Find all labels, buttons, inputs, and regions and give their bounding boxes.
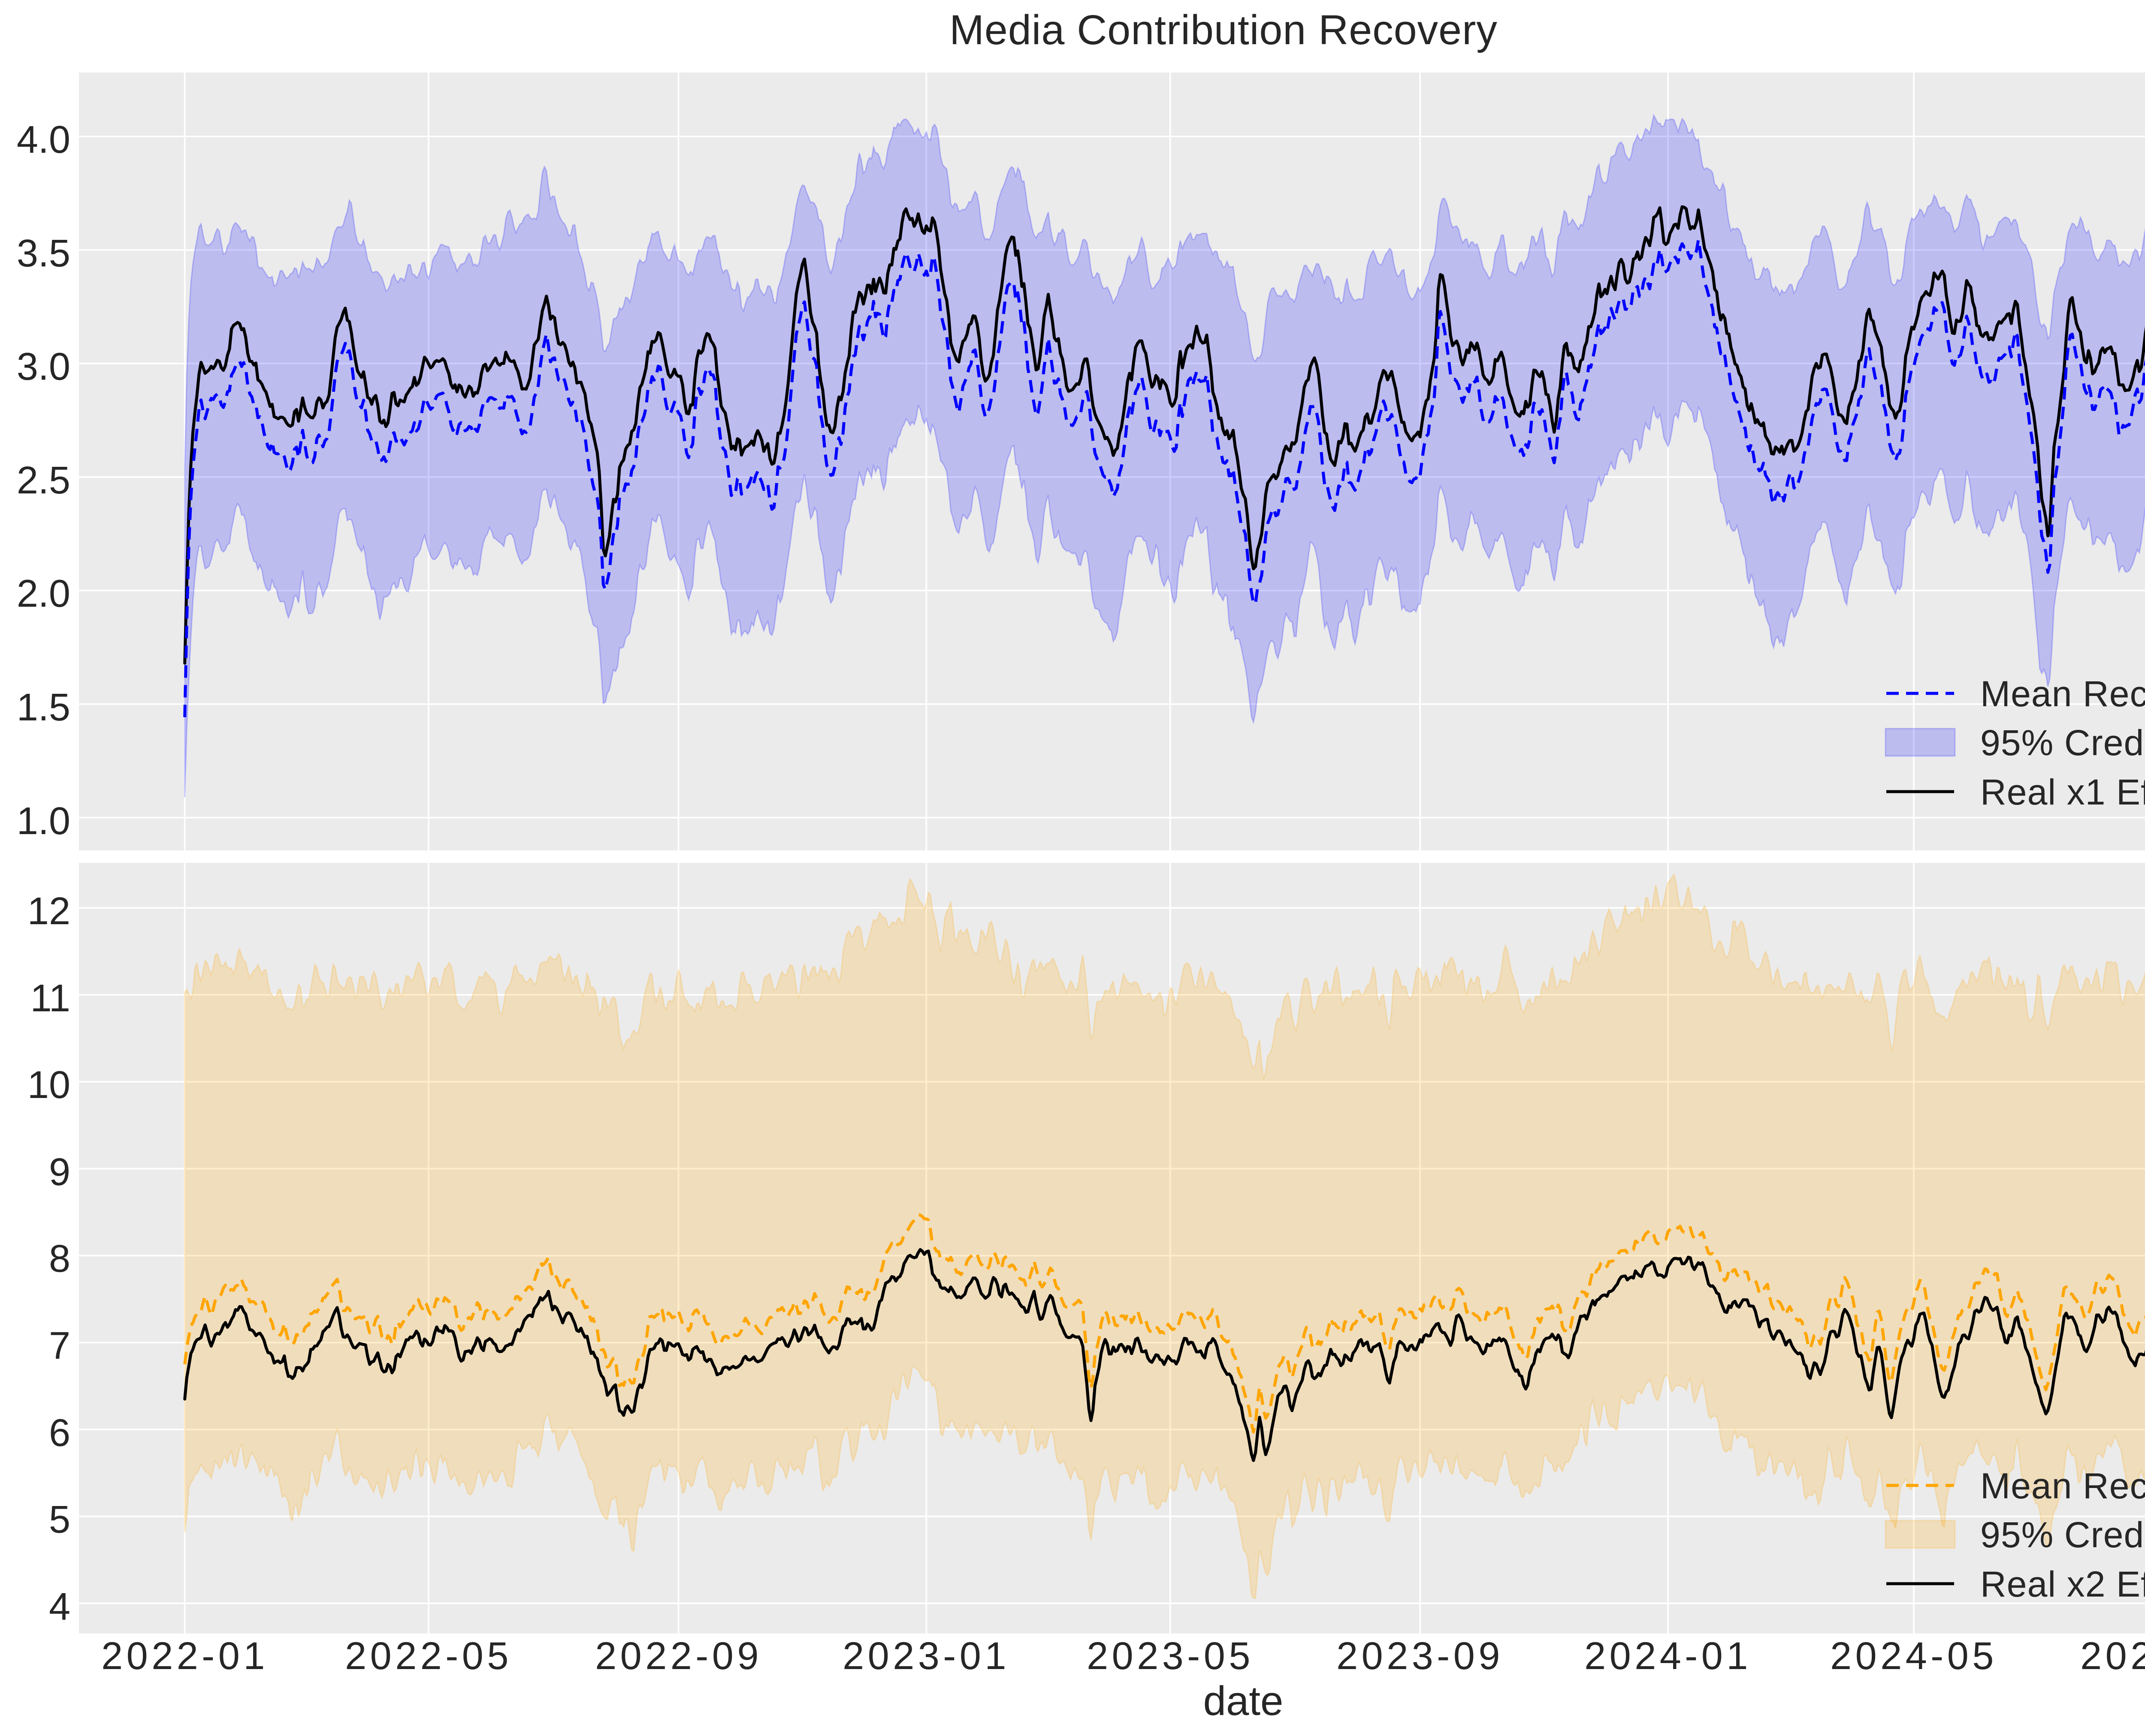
svg-text:4: 4 — [49, 1585, 70, 1628]
svg-text:date: date — [1203, 1678, 1284, 1724]
svg-text:Real x1 Effect: Real x1 Effect — [1980, 772, 2145, 812]
svg-text:6: 6 — [49, 1412, 70, 1455]
svg-text:2024-01: 2024-01 — [1584, 1635, 1752, 1678]
svg-text:Real x2 Effect: Real x2 Effect — [1980, 1564, 2145, 1604]
svg-text:2023-09: 2023-09 — [1336, 1635, 1504, 1678]
svg-text:9: 9 — [49, 1151, 70, 1194]
svg-text:2023-01: 2023-01 — [843, 1635, 1010, 1678]
svg-text:11: 11 — [30, 977, 70, 1020]
svg-text:2023-05: 2023-05 — [1087, 1635, 1254, 1678]
svg-text:10: 10 — [27, 1064, 70, 1107]
svg-text:2022-09: 2022-09 — [595, 1635, 762, 1678]
svg-text:2024-09: 2024-09 — [2080, 1635, 2145, 1678]
svg-text:2.5: 2.5 — [17, 459, 70, 502]
svg-text:95% Credible Interval: 95% Credible Interval — [1980, 723, 2145, 763]
svg-text:8: 8 — [49, 1237, 70, 1280]
svg-text:12: 12 — [27, 890, 70, 933]
svg-text:Media Contribution Recovery: Media Contribution Recovery — [949, 6, 1498, 53]
svg-text:2024-05: 2024-05 — [1830, 1635, 1997, 1678]
svg-text:2.0: 2.0 — [17, 572, 70, 615]
svg-text:2022-01: 2022-01 — [101, 1635, 269, 1678]
svg-text:Mean Recover x2 Effect: Mean Recover x2 Effect — [1980, 1466, 2145, 1506]
svg-text:95% Credible Interval: 95% Credible Interval — [1980, 1515, 2145, 1555]
svg-text:1.5: 1.5 — [17, 686, 70, 729]
svg-text:3.0: 3.0 — [17, 345, 70, 388]
svg-text:3.5: 3.5 — [17, 232, 70, 275]
svg-text:7: 7 — [49, 1325, 70, 1367]
svg-text:5: 5 — [49, 1498, 70, 1541]
svg-text:2022-05: 2022-05 — [345, 1635, 512, 1678]
svg-text:Mean Recover x1 Effect: Mean Recover x1 Effect — [1980, 674, 2145, 714]
svg-text:4.0: 4.0 — [17, 118, 70, 161]
svg-text:1.0: 1.0 — [17, 800, 70, 843]
